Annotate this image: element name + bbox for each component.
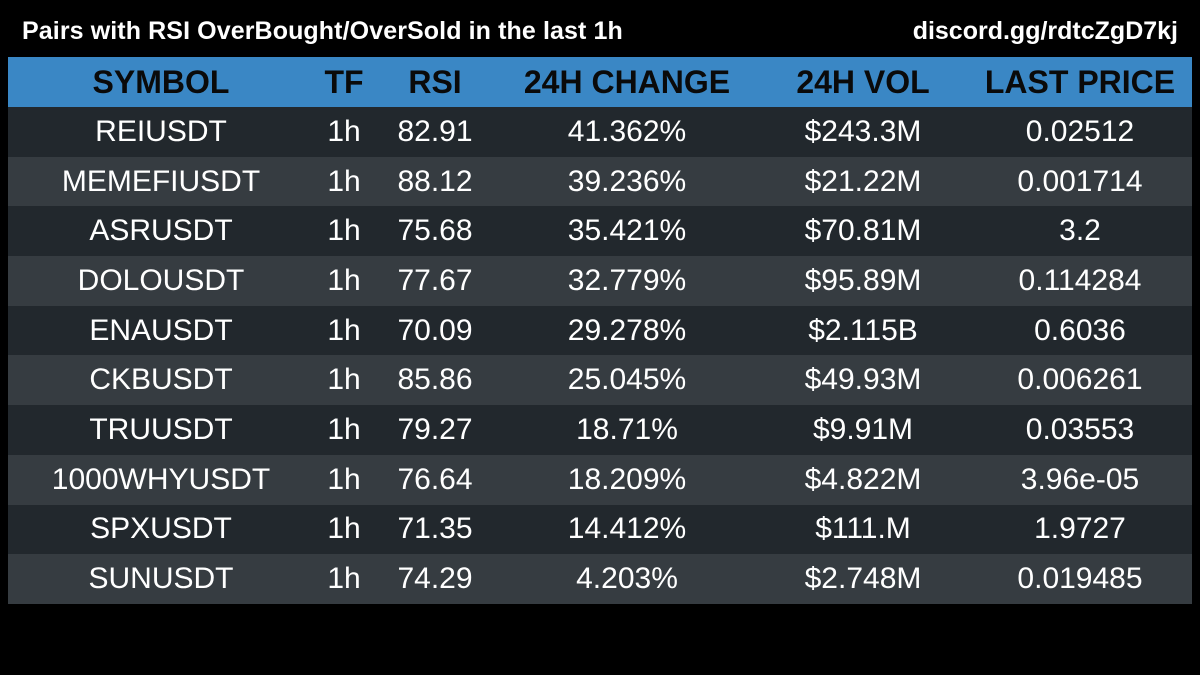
column-header-tf: TF	[324, 63, 364, 100]
tf-cell: 1h	[327, 164, 361, 198]
table-row: SPXUSDT 1h 71.35 14.412% $111.M 1.9727	[8, 504, 1192, 555]
rsi-cell: 85.86	[397, 363, 473, 397]
symbol-cell: DOLOUSDT	[77, 263, 245, 297]
table-row: DOLOUSDT 1h 77.67 32.779% $95.89M 0.114284	[8, 256, 1192, 306]
symbol-cell: ASRUSDT	[89, 214, 233, 248]
tf-cell: 1h	[327, 263, 361, 297]
change-cell: 4.203%	[576, 562, 678, 596]
volume-cell: $95.89M	[804, 263, 922, 297]
table-row: MEMEFIUSDT 1h 88.12 39.236% $21.22M 0.001714	[8, 156, 1192, 207]
table-body: REIUSDT 1h 82.91 41.362% $243.3M 0.02512 MEMEF…	[8, 107, 1192, 604]
symbol-cell: ENAUSDT	[89, 313, 233, 347]
discord-link[interactable]: discord.gg/rdtcZgD7kj	[912, 17, 1178, 45]
last-price-cell: 0.6036	[1034, 313, 1126, 347]
volume-cell: $2.115B	[808, 313, 918, 347]
table-row: TRUUSDT 1h 79.27 18.71% $9.91M 0.03553	[8, 405, 1192, 455]
column-header-24h-change: 24H CHANGE	[523, 63, 731, 100]
rsi-cell: 79.27	[397, 412, 473, 446]
page-title: Pairs with RSI OverBought/OverSold in th…	[22, 17, 623, 45]
symbol-cell: CKBUSDT	[89, 363, 233, 397]
rsi-cell: 76.64	[397, 462, 473, 496]
symbol-cell: SPXUSDT	[90, 512, 232, 546]
table-row: CKBUSDT 1h 85.86 25.045% $49.93M 0.006261	[8, 355, 1192, 406]
last-price-cell: 0.001714	[1017, 164, 1143, 198]
change-cell: 39.236%	[567, 164, 687, 198]
rsi-cell: 82.91	[397, 114, 473, 148]
last-price-cell: 0.03553	[1025, 412, 1135, 446]
tf-cell: 1h	[327, 114, 361, 148]
table-row: ASRUSDT 1h 75.68 35.421% $70.81M 3.2	[8, 206, 1192, 257]
last-price-cell: 1.9727	[1034, 512, 1126, 546]
volume-cell: $2.748M	[804, 562, 922, 596]
tf-cell: 1h	[327, 214, 361, 248]
volume-cell: $70.81M	[804, 214, 922, 248]
symbol-cell: TRUUSDT	[89, 412, 233, 446]
volume-cell: $243.3M	[804, 114, 922, 148]
last-price-cell: 3.2	[1059, 214, 1101, 248]
table-row: SUNUSDT 1h 74.29 4.203% $2.748M 0.019485	[8, 554, 1192, 604]
change-cell: 41.362%	[567, 114, 687, 148]
rsi-cell: 70.09	[397, 313, 473, 347]
rsi-table: SYMBOL TF RSI 24H CHANGE 24H VOL LAST PR…	[8, 57, 1192, 604]
last-price-cell: 0.02512	[1025, 114, 1135, 148]
column-header-last-price: LAST PRICE	[984, 63, 1176, 100]
table-row: REIUSDT 1h 82.91 41.362% $243.3M 0.02512	[8, 107, 1192, 157]
rsi-cell: 71.35	[397, 512, 473, 546]
tf-cell: 1h	[327, 363, 361, 397]
table-header-row: SYMBOL TF RSI 24H CHANGE 24H VOL LAST PR…	[8, 57, 1192, 107]
change-cell: 18.71%	[576, 412, 678, 446]
volume-cell: $9.91M	[812, 412, 914, 446]
change-cell: 18.209%	[567, 462, 687, 496]
last-price-cell: 0.006261	[1017, 363, 1143, 397]
volume-cell: $4.822M	[804, 462, 922, 496]
rsi-cell: 77.67	[397, 263, 473, 297]
volume-cell: $49.93M	[804, 363, 922, 397]
tf-cell: 1h	[327, 412, 361, 446]
last-price-cell: 0.019485	[1017, 562, 1143, 596]
tf-cell: 1h	[327, 313, 361, 347]
rsi-cell: 74.29	[397, 562, 473, 596]
tf-cell: 1h	[327, 562, 361, 596]
column-header-rsi: RSI	[408, 63, 462, 100]
change-cell: 35.421%	[567, 214, 687, 248]
last-price-cell: 0.114284	[1018, 263, 1142, 297]
symbol-cell: 1000WHYUSDT	[51, 462, 271, 496]
symbol-cell: REIUSDT	[95, 114, 227, 148]
column-header-24h-vol: 24H VOL	[796, 63, 930, 100]
last-price-cell: 3.96e-05	[1020, 462, 1140, 496]
symbol-cell: MEMEFIUSDT	[61, 164, 261, 198]
volume-cell: $21.22M	[804, 164, 922, 198]
change-cell: 25.045%	[567, 363, 687, 397]
rsi-cell: 75.68	[397, 214, 473, 248]
tf-cell: 1h	[327, 462, 361, 496]
tf-cell: 1h	[327, 512, 361, 546]
change-cell: 29.278%	[567, 313, 687, 347]
change-cell: 14.412%	[567, 512, 687, 546]
table-row: 1000WHYUSDT 1h 76.64 18.209% $4.822M 3.96e-05	[8, 454, 1192, 505]
column-header-symbol: SYMBOL	[92, 63, 230, 100]
symbol-cell: SUNUSDT	[88, 562, 234, 596]
volume-cell: $111.M	[815, 512, 911, 546]
rsi-cell: 88.12	[397, 164, 473, 198]
table-row: ENAUSDT 1h 70.09 29.278% $2.115B 0.6036	[8, 305, 1192, 356]
change-cell: 32.779%	[567, 263, 687, 297]
